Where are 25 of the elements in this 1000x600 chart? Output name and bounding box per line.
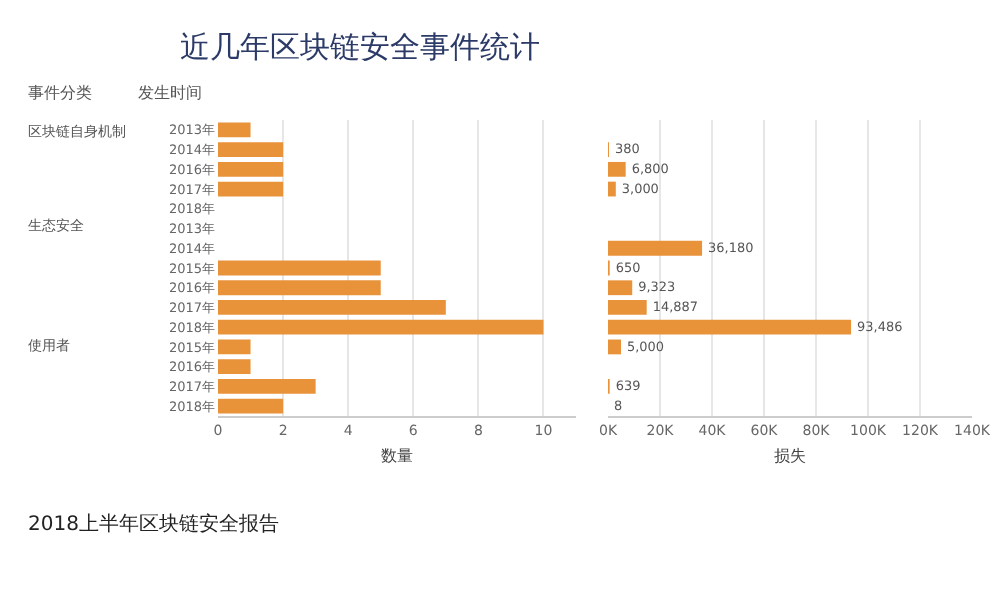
- bar: [218, 181, 284, 197]
- bar: [218, 398, 284, 414]
- bar: [608, 339, 621, 355]
- bar: [218, 260, 381, 276]
- bar: [608, 181, 616, 197]
- x-axis-title: 数量: [381, 447, 413, 465]
- bar: [608, 300, 647, 315]
- bar: [218, 161, 284, 177]
- bar: [218, 122, 251, 138]
- bar: [608, 161, 626, 177]
- bar: [218, 280, 381, 296]
- bar: [608, 319, 852, 335]
- bar: [218, 339, 251, 355]
- bar: [608, 240, 703, 256]
- bar: [218, 359, 251, 375]
- bar: [218, 300, 446, 315]
- text: 2018上半年区块链安全报告: [28, 512, 279, 536]
- bar: [218, 319, 544, 335]
- bar: [218, 142, 284, 157]
- chart-title: 近几年区块链安全事件统计: [180, 29, 540, 65]
- bar: [608, 280, 633, 296]
- text: 事件分类: [28, 84, 92, 102]
- text: 发生时间: [138, 84, 202, 102]
- bar: [218, 379, 316, 394]
- x-axis-title: 损失: [774, 447, 806, 465]
